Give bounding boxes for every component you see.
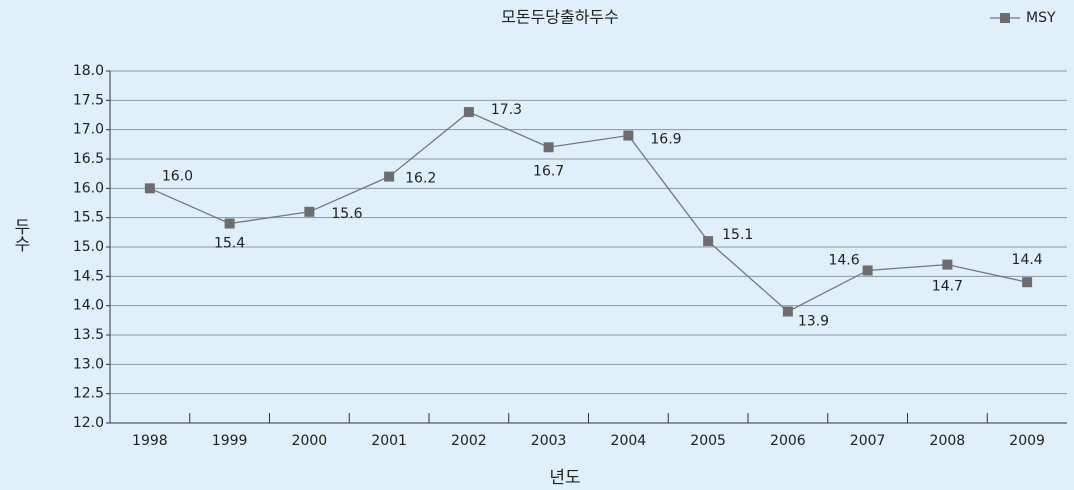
data-label: 14.4 (1012, 252, 1043, 268)
marker (782, 306, 793, 317)
y-tick-label: 12.0 (73, 415, 104, 431)
marker (862, 265, 873, 276)
y-tick-label: 13.5 (73, 327, 104, 343)
x-tick-label: 2009 (1009, 433, 1045, 449)
data-label: 15.4 (214, 236, 245, 252)
data-label: 13.9 (798, 314, 829, 330)
y-tick-label: 16.5 (73, 151, 104, 167)
y-tick-label: 12.5 (73, 386, 104, 402)
series-line (149, 111, 1028, 313)
y-tick-label: 14.5 (73, 268, 104, 284)
y-axis-label: 두수 (10, 218, 30, 252)
marker (304, 206, 315, 217)
marker (463, 107, 474, 118)
marker (623, 130, 634, 141)
x-tick-label: 1999 (212, 433, 248, 449)
marker (703, 236, 714, 247)
data-label: 15.1 (722, 227, 753, 243)
data-label: 14.7 (932, 279, 963, 295)
y-tick-label: 16.0 (73, 180, 104, 196)
y-tick-label: 15.0 (73, 239, 104, 255)
marker (384, 171, 395, 182)
x-tick-label: 2008 (930, 433, 966, 449)
y-tick-label: 18.0 (73, 63, 104, 79)
data-label: 16.7 (533, 163, 564, 179)
y-tick-label: 17.5 (73, 92, 104, 108)
data-label: 16.0 (162, 168, 193, 184)
y-tick-label: 17.0 (73, 122, 104, 138)
x-tick-label: 2006 (770, 433, 806, 449)
x-tick-label: 2003 (531, 433, 567, 449)
data-label: 17.3 (491, 102, 522, 118)
y-tick-label: 15.5 (73, 210, 104, 226)
marker (144, 183, 155, 194)
x-tick-label: 1998 (132, 433, 168, 449)
x-tick-label: 2005 (690, 433, 726, 449)
x-tick-label: 2002 (451, 433, 487, 449)
x-tick-label: 2004 (611, 433, 647, 449)
y-tick-label: 14.0 (73, 298, 104, 314)
marker (224, 218, 235, 229)
legend-marker (1000, 13, 1010, 23)
data-label: 15.6 (331, 206, 362, 222)
x-tick-label: 2001 (371, 433, 407, 449)
marker (942, 259, 953, 270)
marker (1022, 277, 1033, 288)
data-label: 14.6 (828, 252, 859, 268)
data-label: 16.9 (650, 132, 681, 148)
x-tick-label: 2007 (850, 433, 886, 449)
marker (543, 142, 554, 153)
x-tick-label: 2000 (292, 433, 328, 449)
data-label: 16.2 (405, 171, 436, 187)
x-axis-label: 년도 (549, 468, 580, 488)
legend-label: MSY (1026, 10, 1056, 26)
y-tick-label: 13.0 (73, 356, 104, 372)
chart-title: 모돈두당출하두수 (501, 8, 619, 27)
